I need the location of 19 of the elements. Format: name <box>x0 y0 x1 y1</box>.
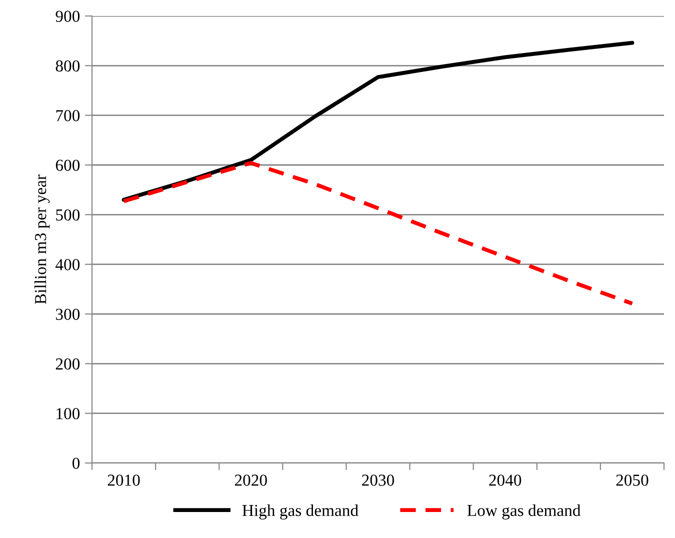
y-axis-title: Billion m3 per year <box>34 174 50 304</box>
y-tick-label: 400 <box>56 259 80 270</box>
x-tick-label: 2030 <box>362 474 394 486</box>
y-tick-label: 800 <box>56 60 80 72</box>
line-series <box>122 161 634 306</box>
x-tick-label: 2010 <box>108 474 140 486</box>
y-tick-label: 700 <box>56 110 80 122</box>
x-tick-label: 2040 <box>489 474 522 486</box>
y-tick-label: 900 <box>56 10 80 22</box>
x-tick-label: 2050 <box>616 474 648 486</box>
y-tick-label: 600 <box>56 160 80 171</box>
legend-label: High gas demand <box>242 504 358 520</box>
x-tick-label: 2020 <box>234 474 267 486</box>
y-tick-label: 300 <box>56 308 80 320</box>
y-tick-label: 500 <box>56 209 80 221</box>
y-tick-label: 0 <box>72 458 80 469</box>
y-tick-label: 200 <box>56 358 80 370</box>
y-tick-label: 100 <box>56 408 80 420</box>
legend-label: Low gas demand <box>467 504 581 520</box>
